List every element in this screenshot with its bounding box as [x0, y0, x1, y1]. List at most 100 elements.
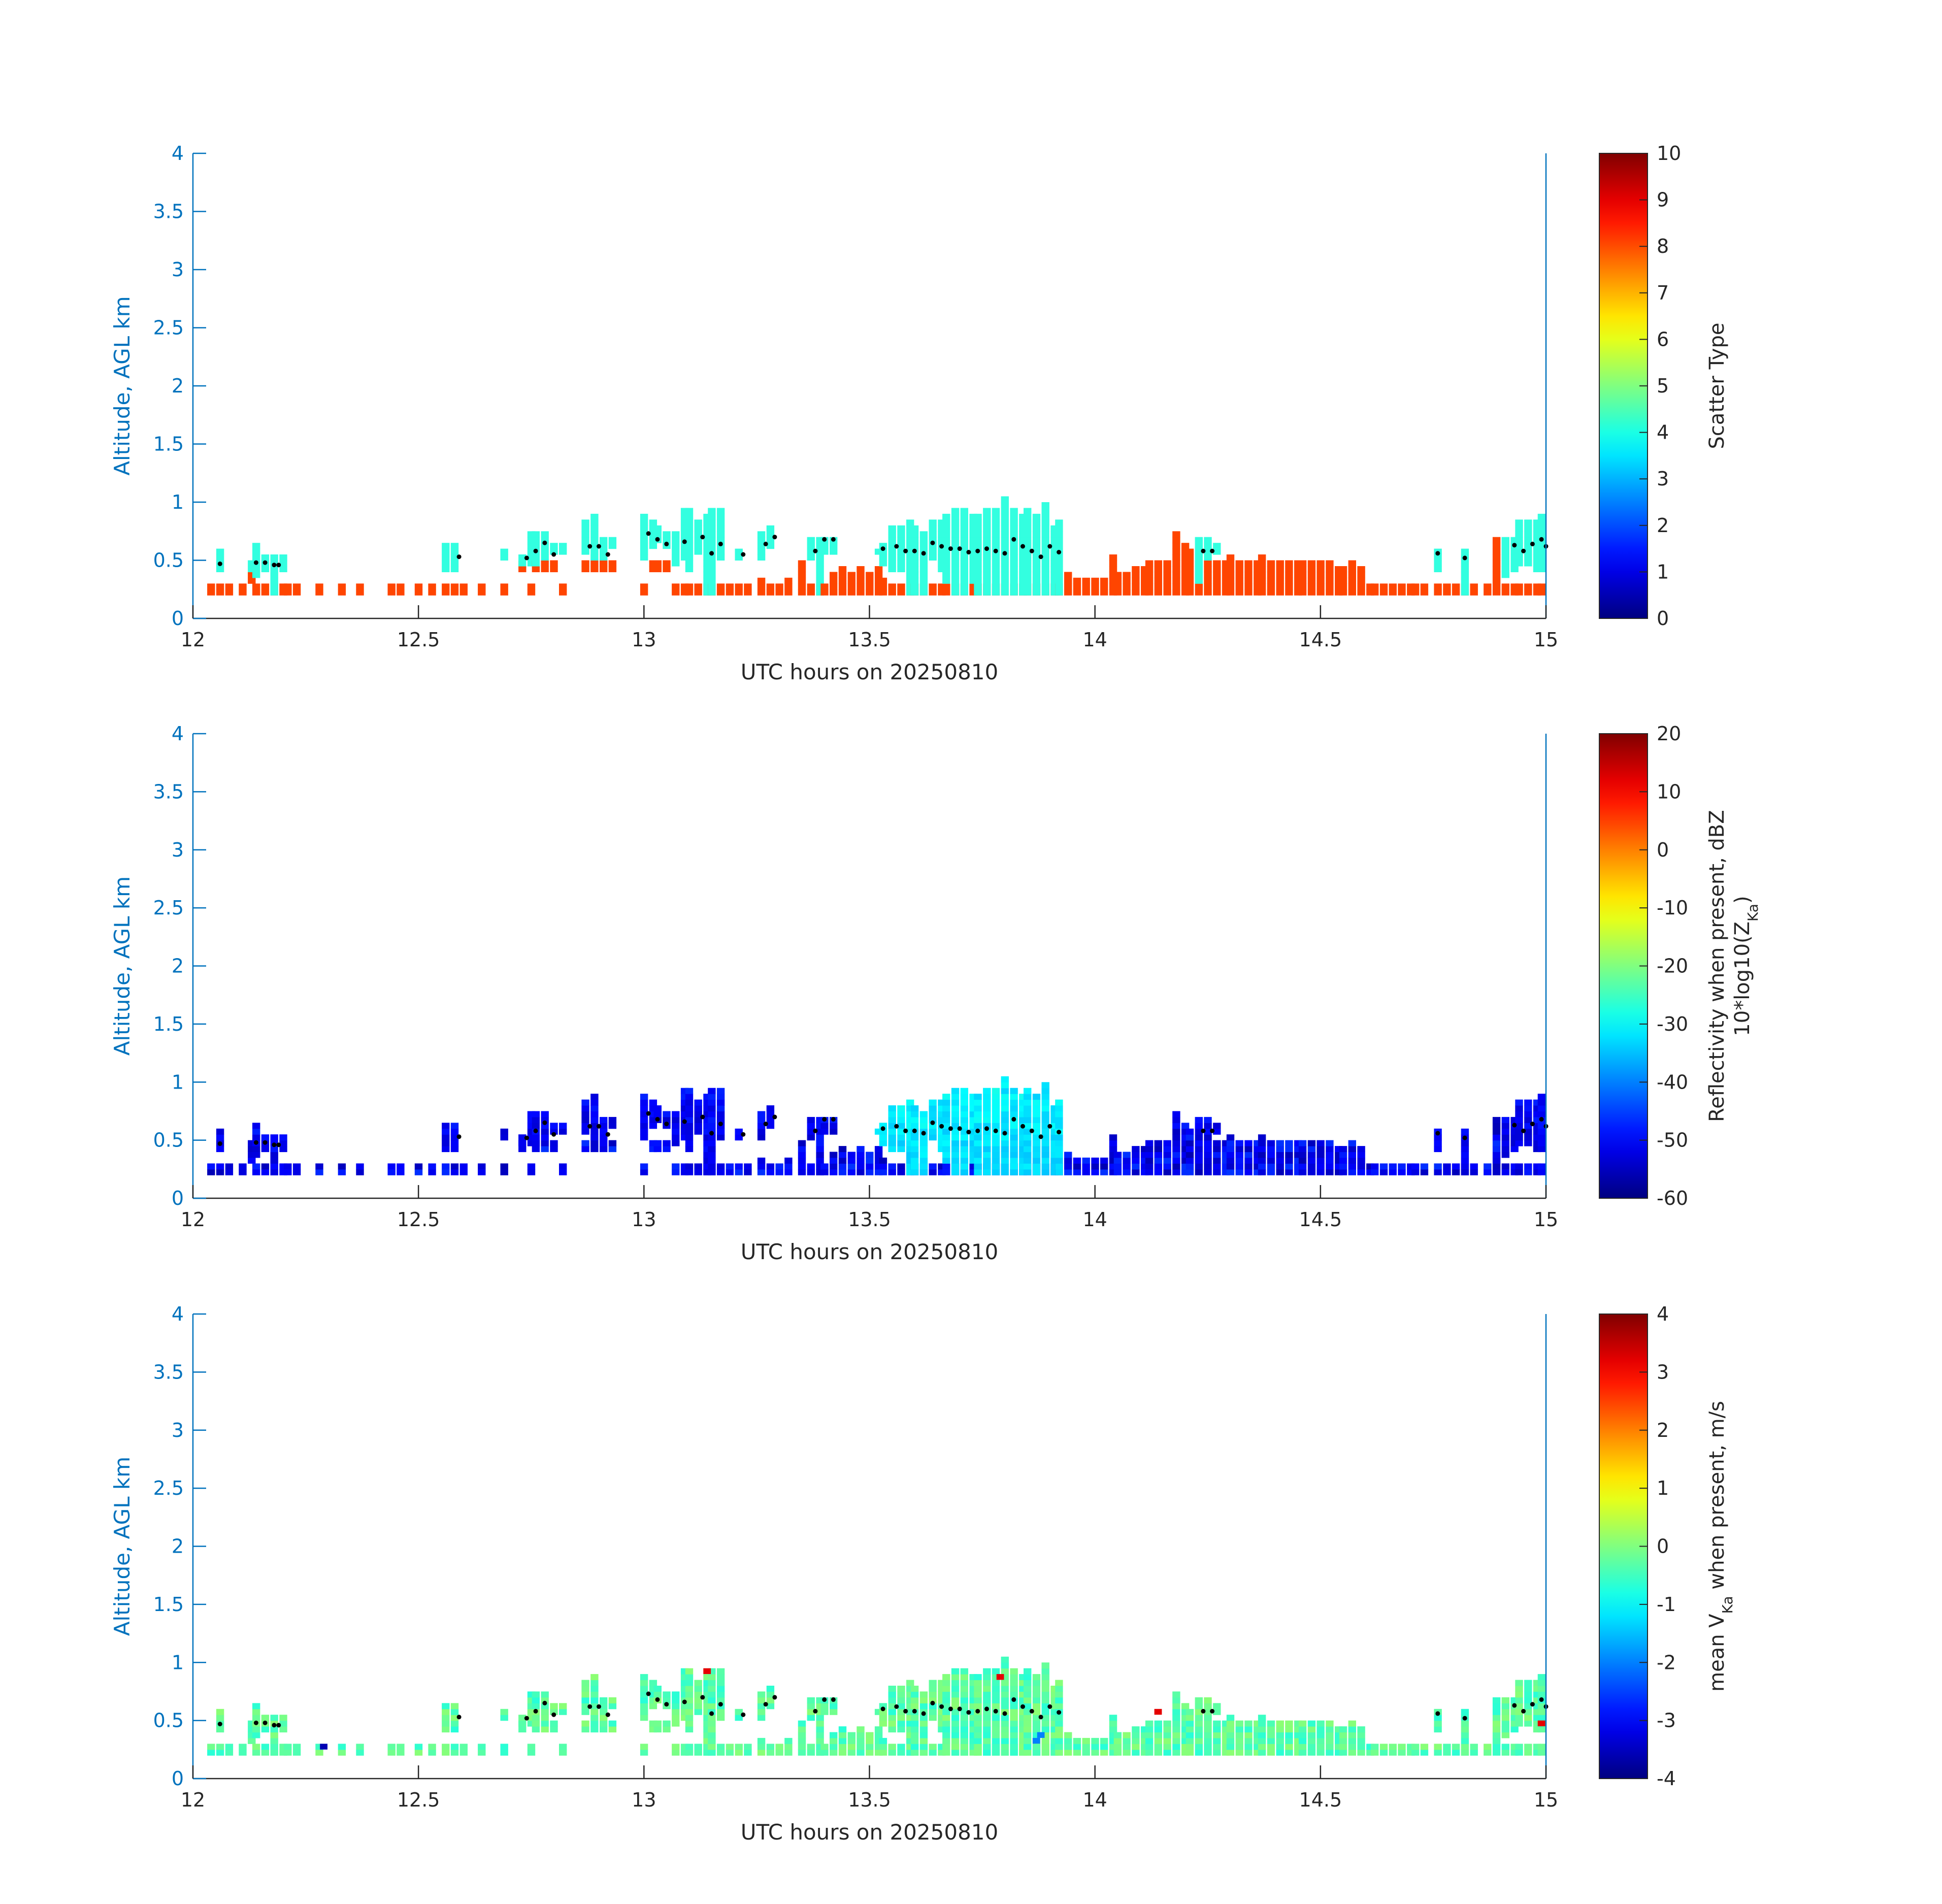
heatmap-cell	[1226, 560, 1235, 567]
y-tick-label: 1.5	[153, 1013, 184, 1035]
heatmap-cell	[1515, 1680, 1523, 1686]
heatmap-cell	[581, 519, 589, 526]
heatmap-cell	[1204, 1169, 1212, 1175]
heatmap-cell	[356, 1169, 364, 1175]
heatmap-cell	[1186, 577, 1194, 584]
heatmap-cell	[1267, 1163, 1275, 1170]
heatmap-cell	[685, 1744, 694, 1750]
heatmap-cell	[951, 1697, 960, 1703]
heatmap-cell	[716, 548, 725, 555]
heatmap-cell	[919, 1749, 928, 1756]
heatmap-cell	[279, 1134, 287, 1141]
heatmap-cell	[992, 513, 1000, 520]
heatmap-cell	[239, 589, 247, 596]
heatmap-cell	[1461, 560, 1469, 567]
heatmap-cell	[888, 1134, 896, 1141]
heatmap-cell	[942, 543, 950, 549]
heatmap-cell	[459, 1744, 468, 1750]
heatmap-cell	[1010, 548, 1018, 555]
heatmap-cell	[974, 1099, 982, 1106]
heatmap-cell	[708, 543, 716, 549]
heatmap-cell	[541, 548, 549, 555]
heatmap-cell	[500, 589, 508, 596]
heatmap-cell	[1348, 1163, 1356, 1170]
heatmap-cell	[1434, 589, 1442, 596]
heatmap-cell	[581, 1146, 589, 1153]
cloud-base-dot	[533, 1128, 538, 1133]
cloud-base-dot	[921, 551, 926, 556]
x-tick-label: 15	[1534, 1789, 1558, 1811]
heatmap-cell	[960, 1157, 968, 1164]
heatmap-cell	[248, 1157, 256, 1164]
heatmap-cell	[983, 1715, 991, 1721]
heatmap-cell	[919, 1691, 928, 1698]
y-tick-label: 2.5	[153, 1477, 184, 1499]
heatmap-cell	[1515, 554, 1523, 561]
heatmap-cell	[1501, 572, 1509, 578]
heatmap-cell	[1537, 1703, 1546, 1710]
cloud-base-dot	[772, 1695, 777, 1700]
heatmap-cell	[983, 583, 991, 590]
heatmap-cell	[1195, 1732, 1203, 1738]
heatmap-cell	[847, 577, 855, 584]
heatmap-cell	[640, 1749, 648, 1756]
cloud-base-dot	[262, 560, 268, 565]
heatmap-cell	[757, 1163, 766, 1170]
heatmap-cell	[1195, 1117, 1203, 1123]
heatmap-cell	[735, 1169, 743, 1175]
heatmap-cell	[910, 1697, 919, 1703]
heatmap-cell	[1082, 589, 1090, 596]
heatmap-cell	[694, 531, 702, 538]
heatmap-cell	[866, 1732, 874, 1738]
colorbar-tick-label: 10	[1657, 780, 1681, 803]
heatmap-cell	[830, 1123, 838, 1129]
y-tick-label: 1.5	[153, 433, 184, 455]
heatmap-cell	[960, 1163, 968, 1170]
heatmap-cell	[1357, 1157, 1365, 1164]
heatmap-cell	[216, 1163, 224, 1170]
heatmap-cell	[1024, 1123, 1032, 1129]
heatmap-cell	[1226, 1749, 1235, 1756]
heatmap-cell	[261, 1169, 270, 1175]
heatmap-cell	[974, 513, 982, 520]
heatmap-cell	[541, 1726, 549, 1733]
heatmap-cell	[672, 543, 680, 549]
heatmap-cell	[518, 566, 526, 572]
heatmap-cell	[1244, 589, 1253, 596]
heatmap-cell	[757, 548, 766, 555]
heatmap-cell	[1326, 1732, 1334, 1738]
heatmap-cell	[1113, 577, 1122, 584]
heatmap-cell	[600, 548, 608, 555]
heatmap-cell	[820, 1163, 829, 1170]
heatmap-cell	[951, 1123, 960, 1129]
heatmap-cell	[816, 1134, 824, 1141]
heatmap-cell	[292, 589, 301, 596]
heatmap-cell	[600, 1715, 608, 1721]
heatmap-cell	[1195, 1715, 1203, 1721]
heatmap-cell	[716, 589, 725, 596]
heatmap-cell	[1001, 1686, 1009, 1692]
heatmap-cell	[1204, 572, 1212, 578]
y-tick-label: 2.5	[153, 897, 184, 919]
cloud-base-dot	[1038, 1134, 1043, 1139]
heatmap-cell	[951, 1732, 960, 1738]
heatmap-cell	[1001, 589, 1009, 596]
y-tick-label: 3	[172, 1419, 184, 1441]
heatmap-cell	[983, 572, 991, 578]
heatmap-cell	[685, 1668, 694, 1675]
heatmap-cell	[1371, 1744, 1379, 1750]
heatmap-cell	[315, 1749, 323, 1756]
heatmap-cell	[1010, 1686, 1018, 1692]
heatmap-cell	[708, 572, 716, 578]
heatmap-cell	[992, 589, 1000, 596]
heatmap-cell	[1123, 1737, 1131, 1744]
heatmap-cell	[1501, 1726, 1509, 1733]
x-tick-label: 13.5	[848, 629, 891, 651]
heatmap-cell	[1055, 577, 1063, 584]
cloud-base-dot	[1462, 1135, 1467, 1140]
x-tick-label: 13	[632, 1208, 656, 1231]
heatmap-cell	[442, 1134, 450, 1141]
heatmap-cell	[992, 1680, 1000, 1686]
heatmap-cell	[1267, 1726, 1275, 1733]
